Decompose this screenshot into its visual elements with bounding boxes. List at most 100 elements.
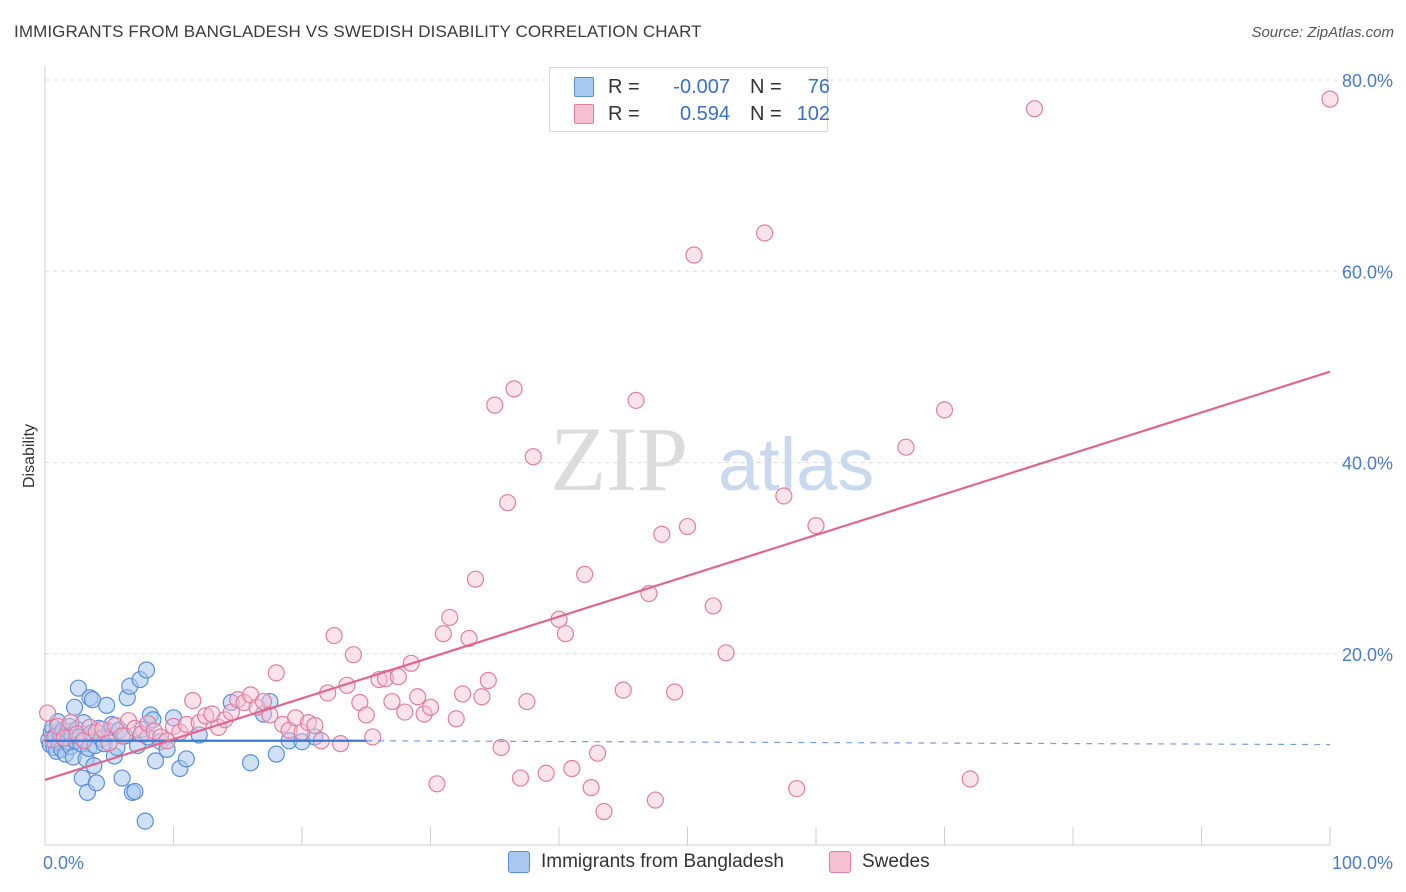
legend-item-bangladesh[interactable]: Immigrants from Bangladesh: [508, 851, 784, 873]
data-point-swedes: [807, 517, 825, 535]
r-value: 0.594: [679, 102, 730, 125]
data-point-swedes: [428, 775, 446, 793]
data-point-swedes: [145, 722, 163, 740]
data-point-bangladesh: [85, 757, 103, 775]
data-point-swedes: [364, 728, 382, 746]
y-tick-label: 60.0%: [1342, 262, 1393, 282]
data-point-swedes: [286, 709, 305, 727]
data-point-swedes: [447, 710, 465, 728]
data-point-swedes: [499, 494, 517, 512]
data-point-swedes: [627, 391, 645, 409]
r-label: R =: [608, 75, 640, 98]
data-point-swedes: [755, 224, 774, 242]
legend-label-bangladesh: Immigrants from Bangladesh: [541, 851, 784, 872]
data-point-swedes: [717, 644, 735, 662]
data-point-swedes: [511, 769, 530, 787]
data-point-swedes: [961, 770, 979, 788]
data-point-swedes: [415, 705, 433, 723]
legend-row-swedes: R = 0.594 N = 102: [574, 101, 830, 127]
data-point-swedes: [788, 779, 806, 798]
y-tick-label: 80.0%: [1342, 71, 1393, 91]
data-point-swedes: [376, 670, 395, 688]
data-point-swedes: [460, 629, 478, 648]
data-point-bangladesh: [177, 750, 195, 768]
data-point-swedes: [184, 692, 202, 710]
data-point-swedes: [383, 692, 401, 711]
data-point-swedes: [338, 676, 356, 694]
n-label: N =: [750, 102, 782, 125]
legend-swatch-blue: [574, 77, 594, 97]
y-axis-label: Disability: [21, 424, 38, 488]
x-tick-label: 100.0%: [1332, 853, 1393, 873]
trend-lines: [44, 370, 1331, 782]
data-point-swedes: [646, 791, 664, 809]
legend-swatch-pink: [574, 104, 594, 124]
data-point-swedes: [588, 744, 607, 762]
data-point-swedes: [434, 625, 452, 643]
y-tick-labels: 20.0% 40.0% 60.0% 80.0%: [1342, 71, 1393, 665]
data-point-swedes: [132, 725, 150, 743]
x-tick-labels: 0.0% 100.0%: [43, 853, 1393, 873]
data-point-swedes: [389, 668, 407, 686]
data-point-swedes: [409, 688, 427, 706]
n-label: N =: [750, 75, 782, 98]
data-point-bangladesh: [69, 679, 88, 697]
data-point-swedes: [518, 692, 536, 711]
y-tick-label: 40.0%: [1342, 454, 1393, 474]
data-point-swedes: [1321, 90, 1339, 108]
data-point-swedes: [505, 380, 523, 398]
data-point-swedes: [775, 487, 793, 505]
data-point-swedes: [704, 597, 722, 615]
n-value: 76: [807, 75, 830, 98]
data-point-swedes: [331, 735, 350, 753]
legend-swatch-pink: [829, 851, 851, 873]
r-label: R =: [608, 102, 640, 125]
data-point-bangladesh: [146, 752, 165, 770]
data-point-bangladesh: [190, 726, 208, 744]
data-point-bangladesh: [242, 754, 260, 772]
data-point-bangladesh: [65, 698, 84, 716]
data-point-swedes: [177, 715, 195, 734]
data-point-swedes: [164, 717, 183, 736]
data-point-swedes: [1025, 100, 1044, 118]
data-point-swedes: [614, 681, 632, 699]
data-point-bangladesh: [126, 782, 144, 801]
data-point-swedes: [107, 716, 125, 735]
trend-line-swedes: [44, 370, 1331, 782]
data-point-swedes: [306, 716, 324, 735]
trend-line-bangladesh-extension: [366, 740, 1331, 746]
data-point-swedes: [563, 759, 581, 778]
axes: [44, 66, 1331, 846]
data-point-swedes: [261, 706, 279, 724]
n-value: 102: [796, 102, 830, 125]
data-point-swedes: [556, 625, 575, 643]
data-point-swedes: [126, 719, 144, 737]
data-point-swedes: [197, 707, 215, 725]
y-tick-label: 20.0%: [1342, 645, 1393, 665]
data-point-swedes: [486, 396, 504, 414]
data-point-swedes: [595, 802, 613, 821]
data-point-swedes: [492, 738, 510, 757]
data-point-swedes: [454, 685, 472, 703]
data-point-swedes: [576, 565, 594, 583]
data-point-bangladesh: [113, 769, 131, 787]
legend-row-bangladesh: R = -0.007 N = 76: [574, 74, 830, 100]
data-point-bangladesh: [136, 812, 154, 830]
data-point-swedes: [666, 683, 684, 701]
source-credit: Source: ZipAtlas.com: [1251, 24, 1394, 41]
data-point-swedes: [685, 246, 703, 264]
data-point-swedes: [267, 664, 285, 682]
data-point-swedes: [653, 525, 671, 543]
data-point-swedes: [441, 608, 459, 627]
watermark-zip: ZIP: [550, 408, 688, 510]
legend-item-swedes[interactable]: Swedes: [829, 851, 930, 873]
data-point-bangladesh: [267, 745, 285, 763]
data-point-swedes: [935, 401, 954, 419]
x-tick-label: 0.0%: [43, 853, 84, 873]
data-point-swedes: [357, 706, 375, 724]
data-point-swedes: [325, 626, 343, 645]
r-value: -0.007: [673, 75, 730, 98]
data-point-swedes: [897, 438, 915, 456]
data-point-swedes: [344, 646, 362, 664]
